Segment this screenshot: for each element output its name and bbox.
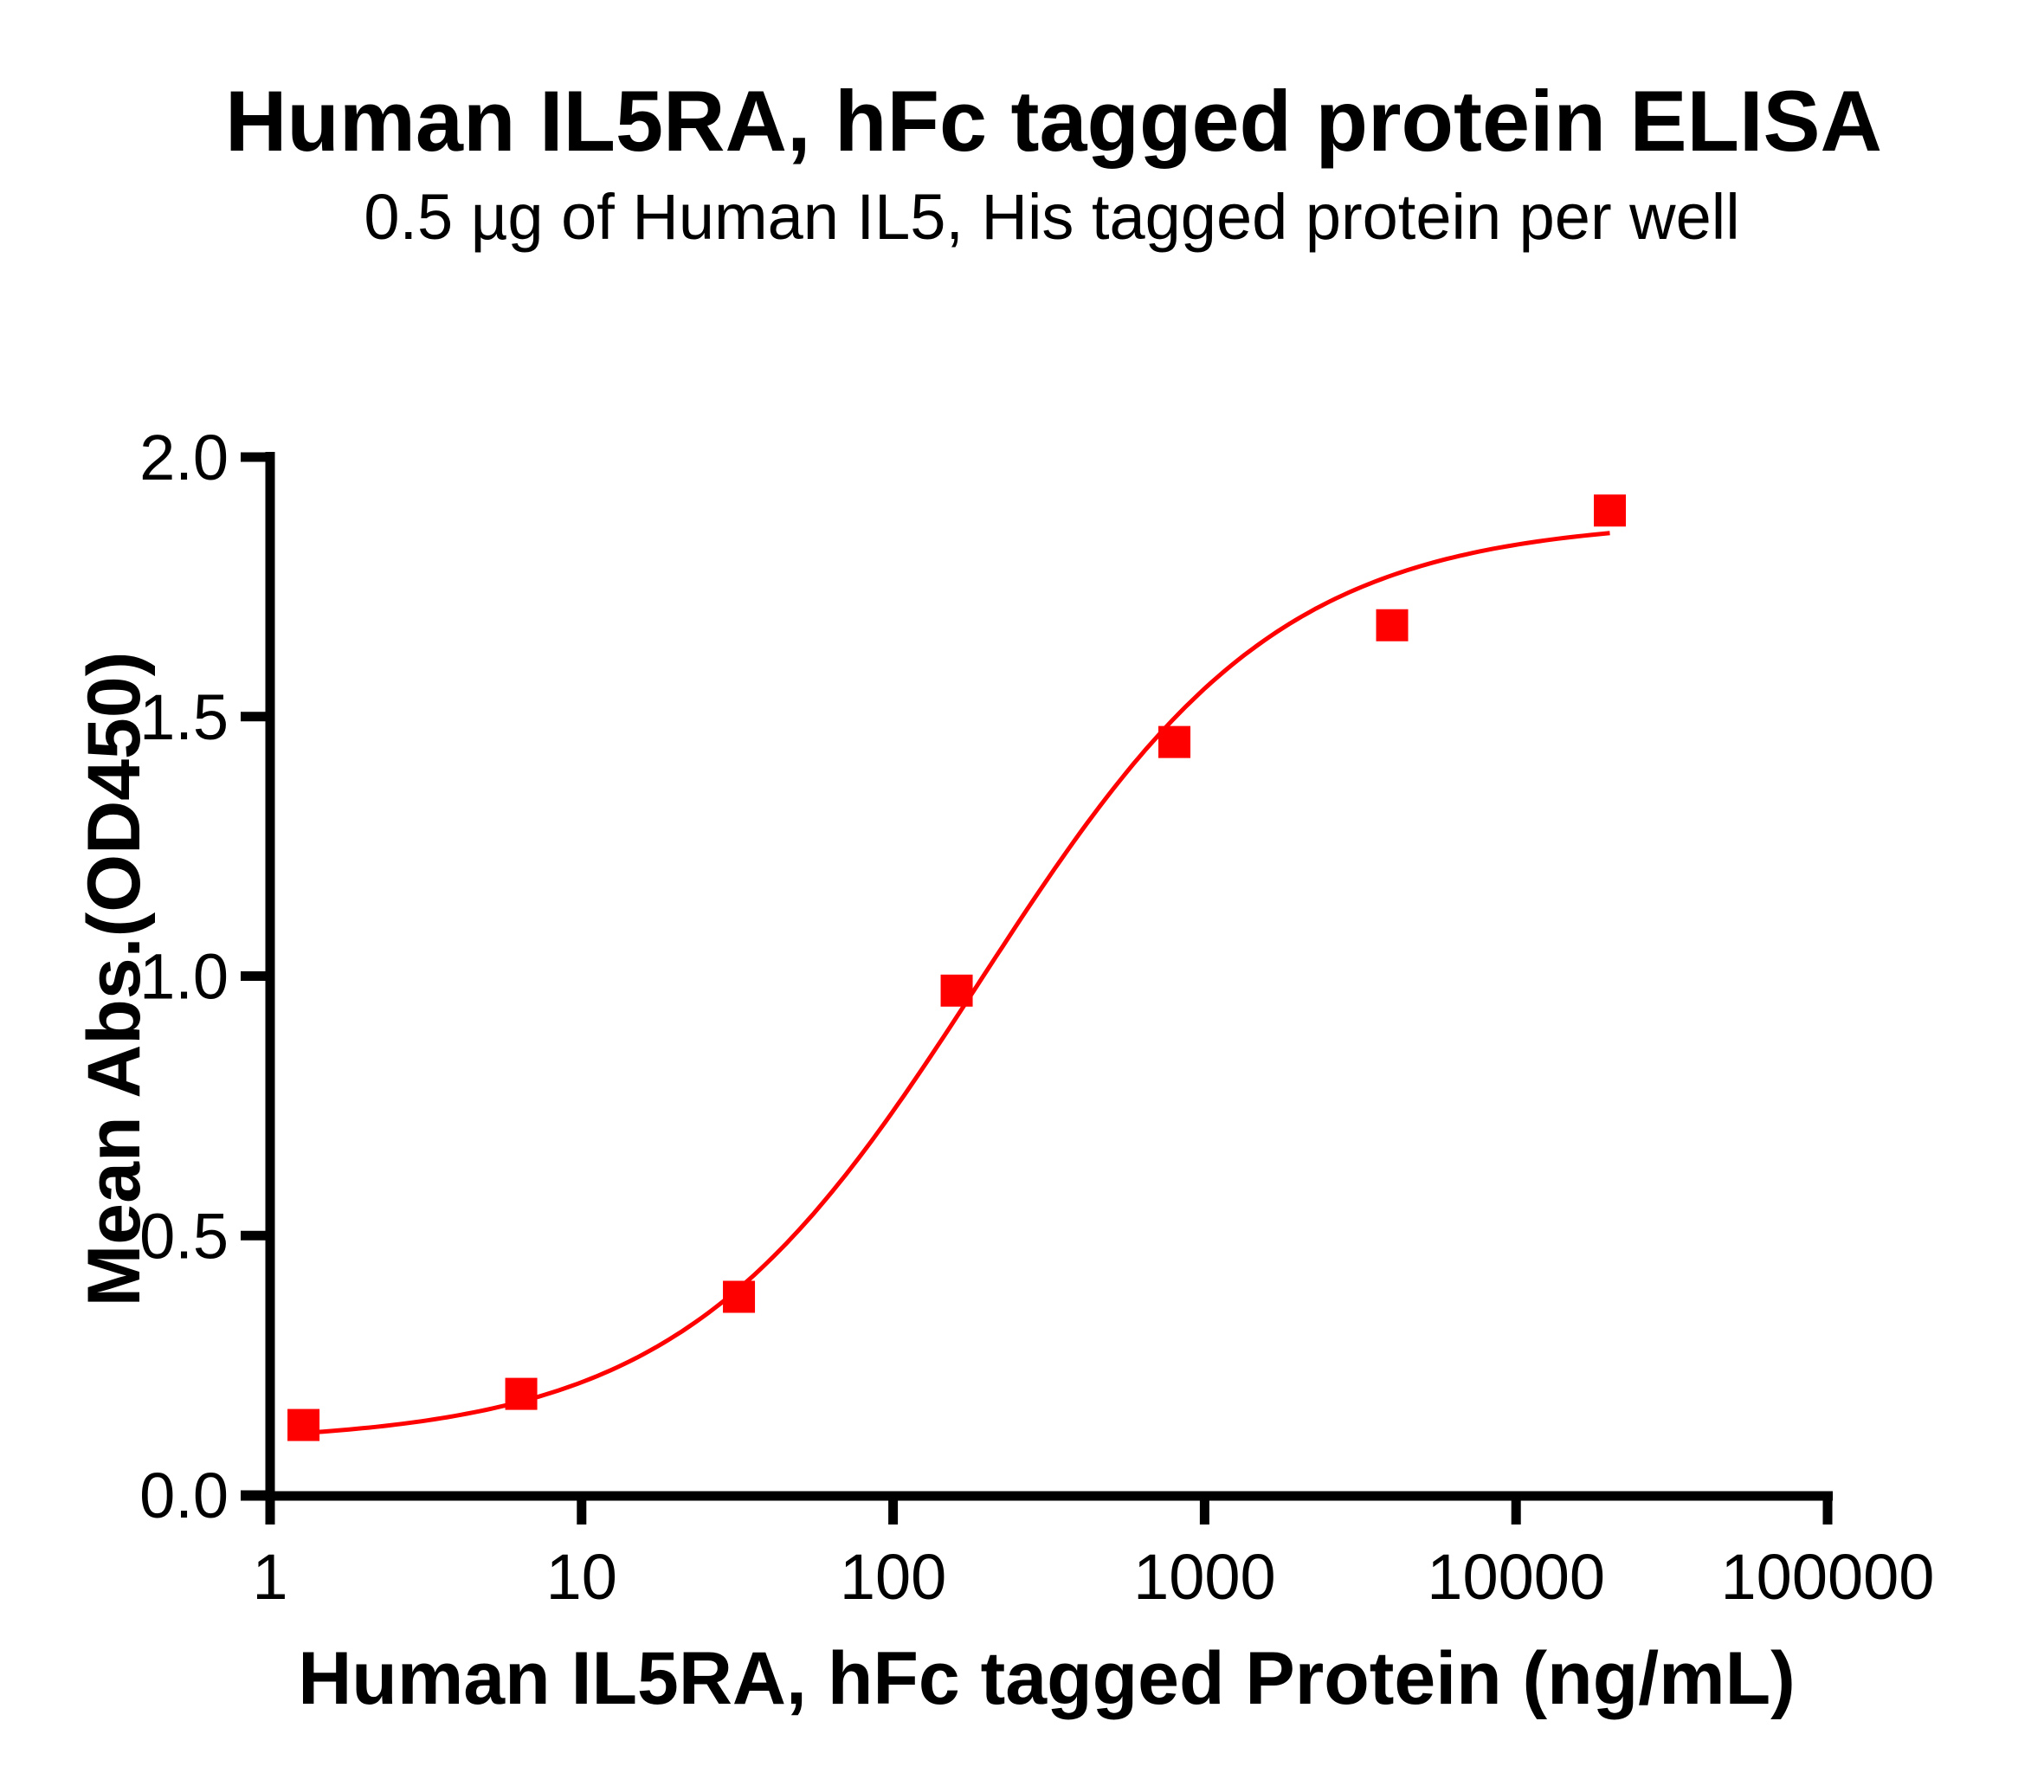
x-tick-label: 10000 <box>1427 1541 1605 1613</box>
x-tick-label: 10 <box>546 1541 617 1613</box>
data-point-square <box>1158 725 1191 758</box>
y-tick-label: 1.5 <box>139 681 229 753</box>
data-points <box>287 494 1627 1441</box>
y-axis-ticks: 0.0 0.5 1.0 1.5 2.0 <box>139 422 270 1531</box>
x-tick-label: 100 <box>840 1541 946 1613</box>
data-point-square <box>287 1408 320 1441</box>
y-tick-label: 1.0 <box>139 941 229 1013</box>
data-point-square <box>940 974 973 1007</box>
y-axis-title: Mean Abs.(OD450) <box>73 652 156 1307</box>
data-point-square <box>723 1280 756 1313</box>
chart-subtitle: 0.5 µg of Human IL5, His tagged protein … <box>364 181 1739 253</box>
x-axis: 1 10 100 1000 10000 100000 <box>241 1491 1934 1613</box>
x-axis-ticks: 1 10 100 1000 10000 100000 <box>252 1496 1934 1613</box>
x-axis-title: Human IL5RA, hFc tagged Protein (ng/mL) <box>298 1637 1796 1720</box>
x-tick-label: 1000 <box>1133 1541 1276 1613</box>
y-tick-label: 0.0 <box>139 1460 229 1531</box>
data-point-square <box>1594 494 1627 527</box>
data-point-square <box>505 1377 538 1410</box>
x-tick-label: 100000 <box>1721 1541 1935 1613</box>
y-tick-label: 0.5 <box>139 1200 229 1272</box>
y-axis: 0.0 0.5 1.0 1.5 2.0 <box>139 422 275 1531</box>
chart-title: Human IL5RA, hFc tagged protein ELISA <box>225 73 1882 169</box>
data-point-square <box>1376 609 1409 641</box>
x-tick-label: 1 <box>252 1541 287 1613</box>
y-tick-label: 2.0 <box>139 422 229 493</box>
